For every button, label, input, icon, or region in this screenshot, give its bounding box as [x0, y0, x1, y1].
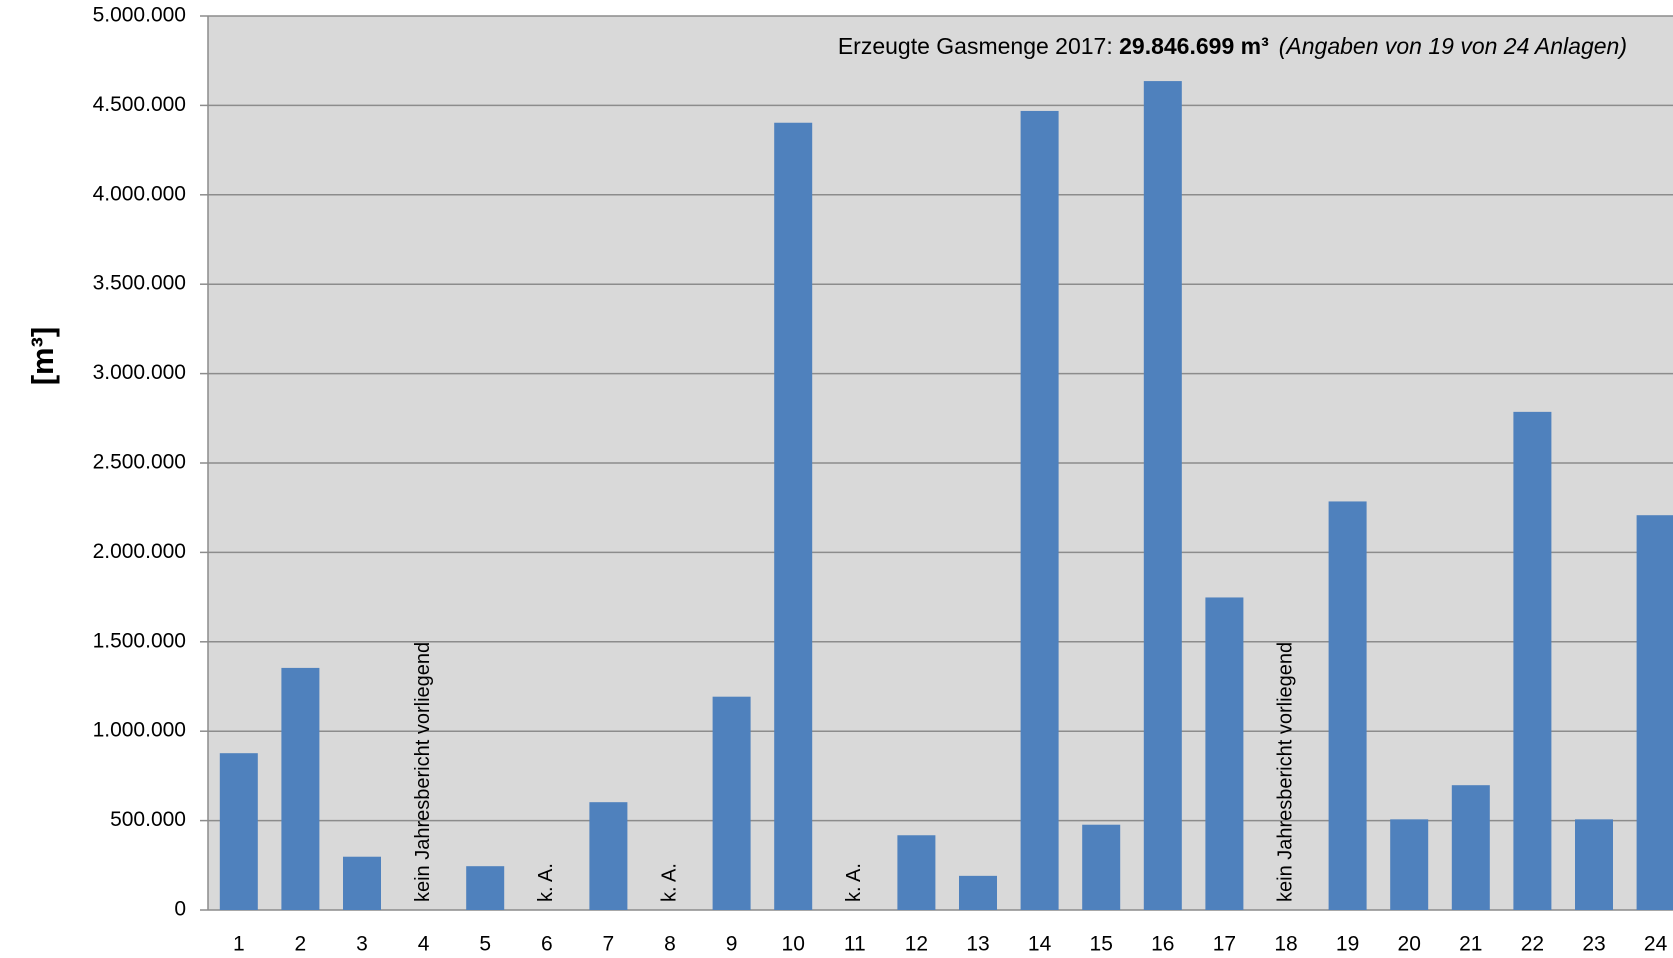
x-tick-label: 1 [233, 933, 245, 956]
bar [1390, 819, 1429, 910]
x-tick-label: 13 [966, 933, 989, 956]
x-tick-label: 20 [1398, 933, 1421, 956]
x-tick-label: 19 [1336, 933, 1359, 956]
x-tick-label: 23 [1582, 933, 1605, 956]
x-tick-label: 2 [295, 933, 307, 956]
bar [959, 875, 997, 910]
x-tick-label: 21 [1459, 933, 1482, 956]
value-label: kein Jahresbericht vorliegend [1274, 642, 1296, 902]
x-tick-label: 17 [1213, 933, 1236, 956]
bar [281, 667, 320, 910]
x-tick-label: 14 [1028, 933, 1052, 956]
x-tick-label: 4 [418, 933, 430, 956]
x-tick-label: 7 [603, 933, 615, 956]
bar [1328, 501, 1367, 910]
x-tick-label: 5 [479, 933, 491, 956]
y-axis-label: [m³] [25, 327, 60, 386]
bar [1143, 81, 1182, 911]
bar [1020, 110, 1059, 910]
x-tick-label: 15 [1090, 933, 1113, 956]
y-tick-label: 1.000.000 [93, 719, 186, 742]
value-label: kein Jahresbericht vorliegend [412, 642, 434, 902]
bar [1205, 597, 1244, 910]
value-label: k. A. [658, 863, 680, 902]
y-tick-label: 3.000.000 [93, 361, 186, 384]
x-tick-label: 16 [1151, 933, 1174, 956]
bar [343, 856, 381, 910]
y-tick-label: 4.500.000 [93, 93, 186, 116]
bar [774, 122, 813, 911]
value-label: k. A. [843, 863, 865, 902]
x-tick-label: 6 [541, 933, 553, 956]
x-tick-label: 3 [356, 933, 368, 956]
y-tick-label: 3.500.000 [93, 272, 186, 295]
bar [589, 802, 628, 910]
bar [1513, 411, 1552, 910]
y-tick-label: 1.500.000 [93, 629, 186, 652]
x-tick-label: 9 [726, 933, 738, 956]
y-tick-label: 5.000.000 [93, 4, 186, 27]
y-tick-label: 500.000 [110, 808, 186, 831]
x-tick-label: 22 [1521, 933, 1544, 956]
x-tick-label: 24 [1644, 933, 1668, 956]
bar [1082, 824, 1121, 910]
x-tick-label: 18 [1274, 933, 1297, 956]
y-tick-label: 0 [174, 898, 186, 921]
x-tick-label: 12 [905, 933, 928, 956]
bar [1636, 515, 1673, 910]
x-tick-label: 11 [844, 933, 866, 956]
bar [1451, 785, 1490, 910]
annotation-total: 29.846.699 m³ [1119, 33, 1269, 59]
y-tick-label: 2.000.000 [93, 540, 186, 563]
bar [466, 866, 505, 910]
annotation-note: (Angaben von 19 von 24 Anlagen) [1279, 33, 1627, 59]
y-tick-label: 2.500.000 [93, 451, 186, 474]
value-label: k. A. [535, 863, 557, 902]
bar [712, 696, 751, 910]
annotation: Erzeugte Gasmenge 2017: 29.846.699 m³ (An… [838, 33, 1627, 59]
annotation-text: Erzeugte Gasmenge 2017: [838, 33, 1119, 59]
y-tick-label: 4.000.000 [93, 182, 186, 205]
bar [219, 753, 258, 910]
x-tick-label: 8 [664, 933, 676, 956]
x-tick-label: 10 [782, 933, 805, 956]
bar [897, 835, 936, 910]
bar [1575, 819, 1613, 910]
